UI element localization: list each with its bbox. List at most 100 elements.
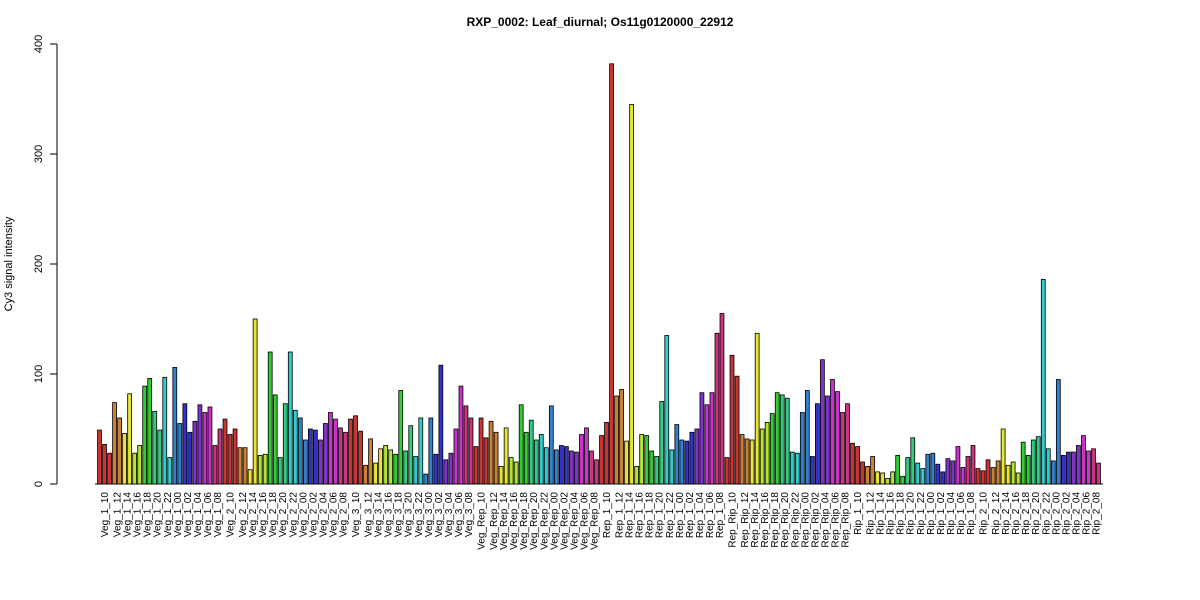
bar — [734, 375, 740, 485]
bar — [297, 417, 303, 485]
bar — [744, 438, 750, 485]
x-tick-label: Veg_Rep_06 — [579, 492, 590, 550]
y-axis: 0 100 200 300 400 — [33, 35, 58, 487]
bar — [1055, 379, 1061, 485]
bar — [579, 434, 584, 485]
x-tick-label: Veg_2_16 — [258, 492, 269, 537]
bar — [242, 447, 248, 485]
bar — [172, 366, 178, 485]
y-tick-label: 300 — [33, 145, 45, 163]
bar — [162, 376, 168, 485]
bar — [373, 462, 378, 485]
bar — [252, 318, 258, 485]
bar — [574, 451, 579, 485]
bar — [247, 469, 253, 485]
bar — [217, 428, 223, 485]
bar — [799, 412, 805, 485]
bar — [804, 390, 810, 485]
bar — [759, 428, 765, 485]
bar — [749, 439, 755, 485]
bar — [784, 397, 790, 485]
x-tick-label: Rep_Rip_10 — [728, 492, 739, 548]
bar — [328, 412, 333, 485]
x-tick-label: Rep_1_20 — [655, 492, 666, 539]
bar — [694, 428, 700, 485]
x-tick-label: Rep_Rip_22 — [790, 492, 801, 548]
x-tick-label: Rep_1_00 — [675, 492, 686, 539]
x-tick-label: Veg_2_18 — [268, 492, 279, 537]
bar — [107, 452, 112, 485]
bar — [840, 412, 845, 485]
x-tick-label: Veg_Rep_20 — [529, 492, 540, 550]
bar — [1000, 428, 1006, 485]
x-tick-label: Veg_3_18 — [394, 492, 405, 537]
bar — [669, 449, 675, 485]
bar — [945, 458, 951, 485]
x-tick-label: Veg_3_00 — [424, 492, 435, 537]
x-tick-label: Rip_1_04 — [946, 492, 957, 535]
y-tick-label: 0 — [33, 481, 45, 487]
bar — [558, 445, 564, 485]
x-tick-label: Veg_2_10 — [226, 492, 237, 537]
x-tick-label: Veg_3_22 — [414, 492, 425, 537]
bar — [935, 463, 941, 485]
bar — [564, 446, 569, 485]
x-tick-label: Veg_Rep_22 — [539, 492, 550, 550]
x-tick-label: Rip_1_22 — [916, 492, 927, 535]
bar — [865, 465, 870, 485]
bar — [1050, 460, 1056, 485]
bar — [1086, 450, 1091, 485]
bar — [870, 456, 875, 485]
bar — [895, 454, 901, 485]
bar — [468, 417, 474, 485]
y-tick-label: 400 — [33, 35, 45, 53]
bar — [995, 460, 1001, 485]
x-tick-label: Rep_1_12 — [615, 492, 626, 539]
bar — [523, 431, 529, 485]
bar — [137, 445, 143, 485]
x-tick-label: Veg_Rep_18 — [519, 492, 530, 550]
x-tick-label: Veg_3_02 — [434, 492, 445, 537]
x-tick-label: Rip_1_06 — [956, 492, 967, 535]
x-tick-label: Rip_1_00 — [926, 492, 937, 535]
bar — [764, 421, 770, 485]
x-tick-label: Veg_3_06 — [454, 492, 465, 537]
bar — [518, 404, 524, 485]
bar — [473, 446, 479, 485]
plot-frame — [89, 44, 1105, 484]
bar — [634, 465, 640, 485]
bar — [965, 456, 971, 485]
bar — [644, 435, 650, 485]
bar — [704, 404, 710, 485]
bar — [754, 332, 760, 485]
x-tick-label: Rip_2_08 — [1091, 492, 1102, 535]
bar — [493, 431, 499, 485]
bar — [719, 313, 725, 485]
bar — [423, 473, 429, 485]
x-tick-label: Veg_1_00 — [173, 492, 184, 537]
bar — [769, 413, 775, 485]
x-tick-label: Rep_Rip_16 — [760, 492, 771, 548]
bar — [654, 456, 660, 485]
bar — [774, 392, 780, 485]
x-tick-label: Rip_1_10 — [853, 492, 864, 535]
x-tick-label: Rep_1_16 — [635, 492, 646, 539]
bar — [905, 457, 911, 485]
x-tick-label: Rip_1_16 — [886, 492, 897, 535]
x-tick-label: Veg_2_06 — [328, 492, 339, 537]
x-tick-label: Veg_1_10 — [100, 492, 111, 537]
x-tick-label: Veg_3_20 — [404, 492, 415, 537]
bar — [383, 445, 389, 485]
bar — [664, 335, 670, 485]
x-tick-label: Veg_1_04 — [193, 492, 204, 537]
bar — [418, 417, 424, 485]
bar — [1096, 462, 1101, 485]
bar — [835, 391, 840, 485]
bar — [257, 454, 263, 485]
bar — [463, 405, 469, 485]
y-tick-label: 200 — [33, 255, 45, 273]
bar — [619, 388, 624, 485]
bar — [232, 428, 238, 485]
bar — [453, 428, 459, 485]
